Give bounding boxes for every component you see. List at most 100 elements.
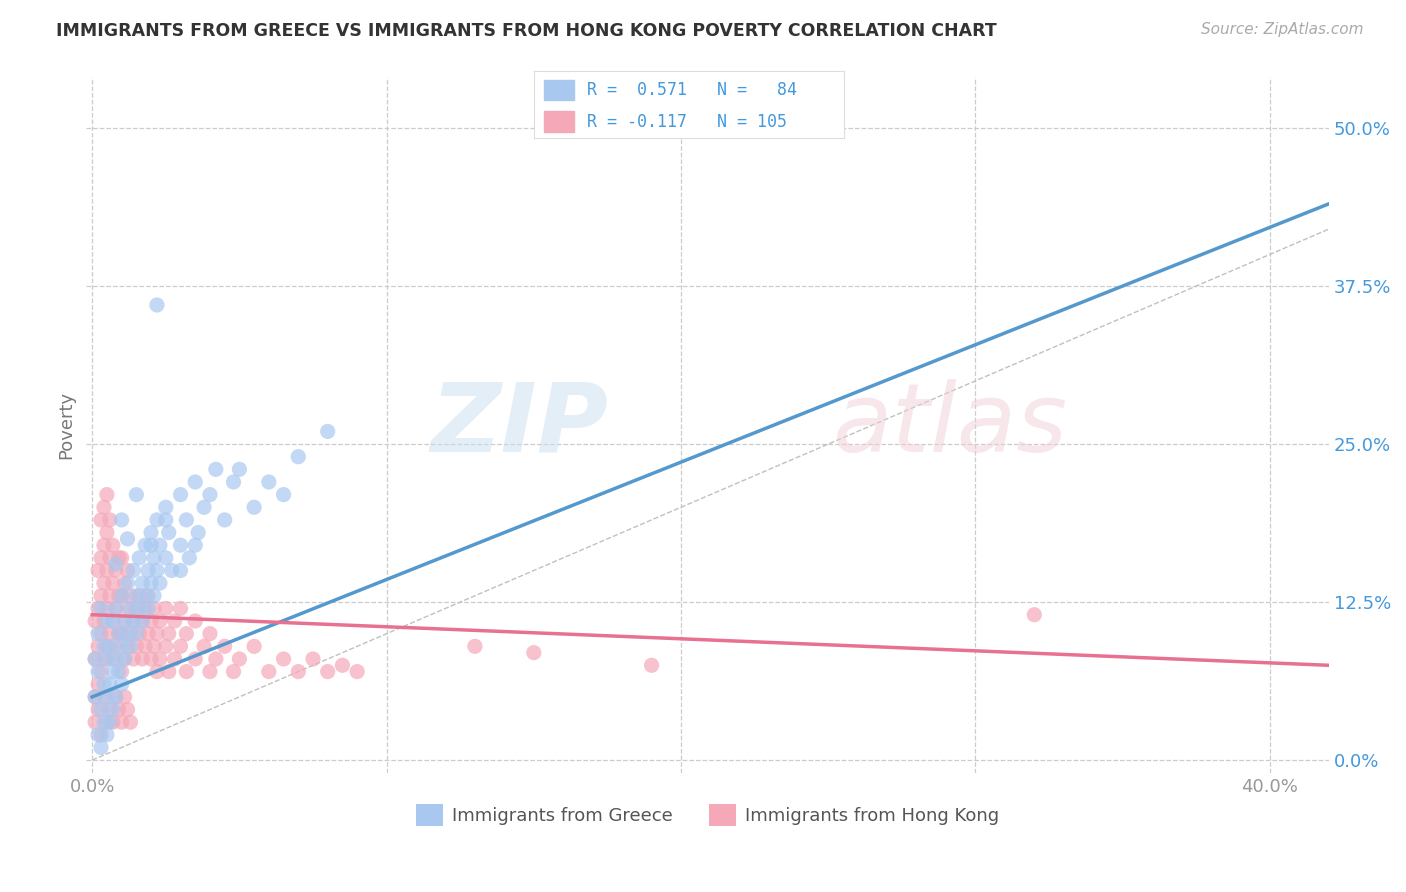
Point	[198, 488, 221, 502]
Point	[114, 576, 136, 591]
Point	[257, 475, 280, 489]
Point	[193, 640, 215, 654]
Point	[176, 665, 198, 679]
Point	[96, 728, 118, 742]
Point	[205, 652, 228, 666]
Point	[287, 665, 309, 679]
Point	[93, 652, 115, 666]
Point	[134, 640, 156, 654]
Point	[96, 715, 118, 730]
Bar	[544, 112, 575, 131]
Point	[184, 538, 207, 552]
Point	[160, 564, 183, 578]
Point	[273, 652, 295, 666]
Point	[302, 652, 325, 666]
Point	[87, 640, 110, 654]
Point	[111, 677, 134, 691]
Point	[84, 690, 107, 704]
Point	[101, 614, 124, 628]
Point	[125, 488, 148, 502]
Point	[98, 702, 121, 716]
Point	[93, 614, 115, 628]
Point	[184, 614, 207, 628]
Point	[104, 601, 127, 615]
Point	[139, 525, 162, 540]
Point	[111, 665, 134, 679]
Point	[214, 640, 236, 654]
Point	[111, 640, 134, 654]
Point	[205, 462, 228, 476]
Point	[136, 564, 159, 578]
Point	[111, 589, 134, 603]
Point	[104, 564, 127, 578]
Point	[101, 614, 124, 628]
Point	[143, 640, 166, 654]
Point	[143, 601, 166, 615]
Text: Source: ZipAtlas.com: Source: ZipAtlas.com	[1201, 22, 1364, 37]
Point	[107, 626, 129, 640]
Point	[131, 652, 153, 666]
Point	[117, 640, 139, 654]
Point	[287, 450, 309, 464]
Text: R = -0.117   N = 105: R = -0.117 N = 105	[586, 112, 787, 130]
Point	[198, 665, 221, 679]
Point	[93, 538, 115, 552]
Text: atlas: atlas	[832, 378, 1067, 472]
Point	[139, 576, 162, 591]
Point	[84, 715, 107, 730]
Point	[101, 652, 124, 666]
Point	[96, 690, 118, 704]
Point	[176, 513, 198, 527]
Point	[107, 626, 129, 640]
Point	[184, 652, 207, 666]
Point	[136, 589, 159, 603]
Text: ZIP: ZIP	[430, 378, 609, 472]
Point	[87, 665, 110, 679]
Point	[122, 652, 145, 666]
Point	[193, 500, 215, 515]
Point	[346, 665, 368, 679]
Point	[139, 538, 162, 552]
Point	[93, 500, 115, 515]
Point	[243, 500, 266, 515]
Point	[101, 702, 124, 716]
Point	[125, 601, 148, 615]
Point	[84, 690, 107, 704]
Point	[107, 702, 129, 716]
Y-axis label: Poverty: Poverty	[58, 391, 75, 459]
Point	[640, 658, 662, 673]
Point	[131, 614, 153, 628]
Point	[134, 601, 156, 615]
Point	[149, 538, 172, 552]
Point	[93, 715, 115, 730]
Point	[523, 646, 546, 660]
Point	[98, 513, 121, 527]
Point	[155, 500, 177, 515]
Point	[169, 538, 191, 552]
Point	[90, 601, 112, 615]
Point	[464, 640, 486, 654]
Point	[139, 652, 162, 666]
Point	[104, 601, 127, 615]
Point	[98, 715, 121, 730]
Point	[104, 640, 127, 654]
Point	[169, 488, 191, 502]
Point	[125, 626, 148, 640]
Point	[120, 640, 142, 654]
Point	[96, 564, 118, 578]
Point	[111, 550, 134, 565]
Point	[117, 702, 139, 716]
Point	[149, 576, 172, 591]
Point	[117, 576, 139, 591]
Point	[114, 652, 136, 666]
Point	[96, 652, 118, 666]
Point	[169, 640, 191, 654]
Point	[169, 601, 191, 615]
Point	[87, 564, 110, 578]
Legend: Immigrants from Greece, Immigrants from Hong Kong: Immigrants from Greece, Immigrants from …	[409, 797, 1007, 833]
Point	[107, 665, 129, 679]
Point	[98, 550, 121, 565]
Point	[179, 550, 201, 565]
Point	[114, 614, 136, 628]
Text: IMMIGRANTS FROM GREECE VS IMMIGRANTS FROM HONG KONG POVERTY CORRELATION CHART: IMMIGRANTS FROM GREECE VS IMMIGRANTS FRO…	[56, 22, 997, 40]
